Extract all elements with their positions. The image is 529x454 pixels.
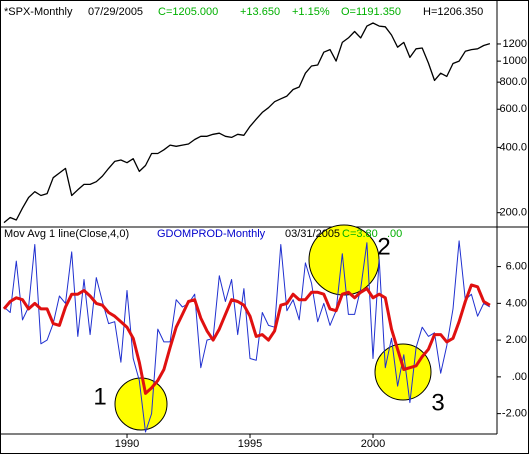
header-text: 07/29/2005 — [88, 6, 143, 18]
x-tick-label: 1990 — [115, 438, 139, 450]
header-text: 03/31/2005 — [285, 228, 340, 240]
y-tick-label: 600.0 — [499, 103, 527, 115]
header-text: H=1206.350 — [423, 6, 483, 18]
y-tick-label: 400.0 — [499, 141, 527, 153]
annotation-label: 1 — [93, 383, 106, 410]
annotation-label: 2 — [377, 233, 390, 260]
y-tick-label: 200.0 — [499, 207, 527, 219]
y-tick-label: -2.00 — [502, 408, 527, 420]
y-tick-label: 800.0 — [499, 76, 527, 88]
y-tick-label: .00 — [512, 371, 527, 383]
x-tick-label: 1995 — [238, 438, 262, 450]
header-text: *SPX-Monthly — [4, 6, 73, 18]
header-text: C=3.80 — [342, 228, 378, 240]
x-tick-label: 2000 — [361, 438, 385, 450]
header-text: O=1191.350 — [341, 6, 401, 18]
header-text: C=1205.000 — [158, 6, 218, 18]
highlight-circle — [374, 343, 432, 401]
header-text: +1.15% — [292, 6, 330, 18]
header-text: GDOMPROD-Monthly — [157, 228, 266, 240]
header-text: Mov Avg 1 line(Close,4,0) — [4, 228, 129, 240]
y-tick-label: 1200 — [503, 38, 527, 50]
series-line — [2, 283, 491, 395]
series-line — [3, 22, 491, 224]
series-line — [3, 240, 491, 433]
header-text: .00 — [387, 228, 402, 240]
y-tick-label: 1000 — [503, 55, 527, 67]
header-text: +13.650 — [240, 6, 280, 18]
annotation-label: 3 — [431, 389, 444, 416]
highlight-circle — [114, 377, 168, 431]
y-tick-label: 4.00 — [506, 297, 527, 309]
y-tick-label: 2.00 — [506, 334, 527, 346]
y-tick-label: 6.00 — [506, 261, 527, 273]
